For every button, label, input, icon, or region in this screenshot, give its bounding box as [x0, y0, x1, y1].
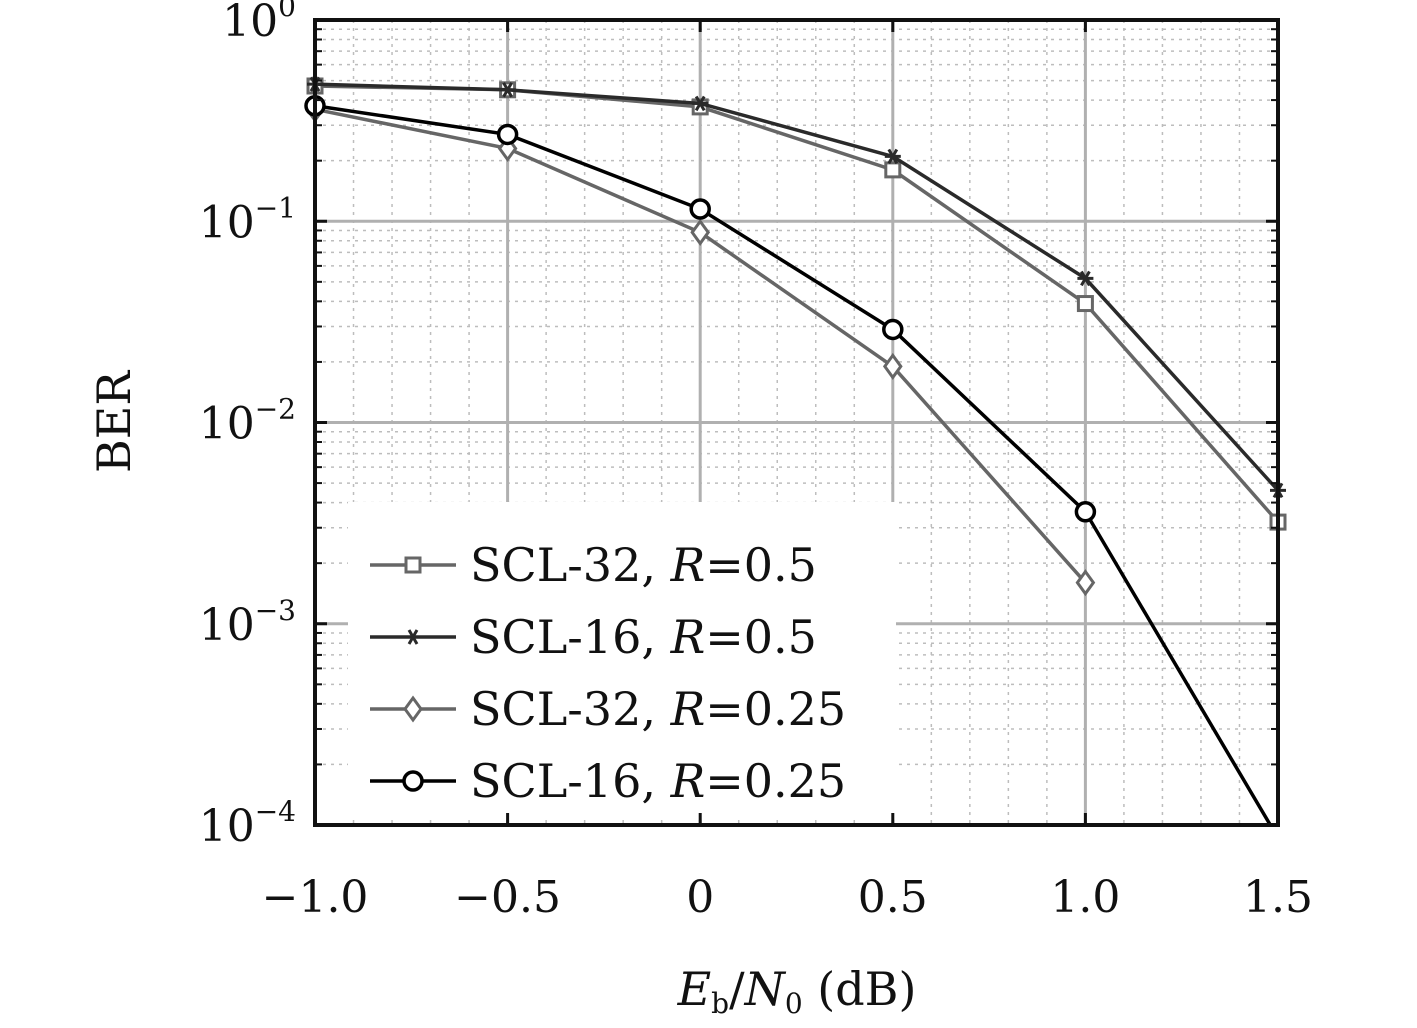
data-point [1077, 270, 1094, 287]
x-tick-label: 0.5 [858, 872, 928, 923]
legend-marker [402, 770, 424, 792]
x-tick-label: 1.5 [1243, 872, 1313, 923]
x-label-unit: (dB) [803, 962, 917, 1016]
legend-box [348, 502, 896, 820]
y-tick-labels: 100 10−1 10−2 10−3 10−4 [199, 0, 296, 852]
x-label-sub: b [711, 987, 729, 1020]
data-point [689, 198, 711, 220]
data-point [884, 148, 901, 165]
y-tick-label: 10−4 [199, 795, 296, 852]
legend-item: SCL-32, R=0.5 [370, 538, 817, 592]
legend-marker [403, 695, 423, 723]
legend-label: SCL-16, R=0.25 [470, 754, 846, 808]
series-line [314, 82, 1280, 492]
y-tick-label: 10−3 [199, 594, 296, 651]
x-label-sub2: 0 [785, 987, 803, 1020]
data-point [496, 123, 519, 146]
data-point [499, 82, 516, 98]
data-point [1074, 501, 1097, 523]
x-axis-label: Eb/N0 (dB) [677, 962, 917, 1020]
x-label-main: E [677, 962, 712, 1016]
data-point [1076, 295, 1094, 313]
legend-marker [405, 629, 421, 645]
y-axis-label: BER [87, 370, 141, 473]
x-tick-labels: −1.0 −0.5 0 0.5 1.0 1.5 [262, 872, 1313, 923]
legend-item: SCL-16, R=0.25 [370, 754, 846, 808]
x-tick-label: 1.0 [1050, 872, 1120, 923]
legend-label: SCL-16, R=0.5 [470, 610, 817, 664]
y-tick-label: 10−1 [199, 191, 296, 248]
x-tick-label: −1.0 [262, 872, 369, 923]
x-tick-label: −0.5 [454, 872, 561, 923]
data-point [692, 95, 709, 112]
legend-label: SCL-32, R=0.25 [470, 682, 846, 736]
data-point [882, 352, 903, 380]
legend: SCL-32, R=0.5 SCL-16, R=0.5 SCL-32, R=0.25… [348, 502, 896, 820]
series-1 [306, 77, 1287, 531]
series-line [314, 103, 1272, 826]
legend-item: SCL-16, R=0.5 [370, 610, 817, 664]
series-line [314, 84, 1280, 524]
data-point [882, 318, 904, 341]
x-tick-label: 0 [686, 872, 714, 923]
tick-marks [313, 18, 1280, 827]
data-point [884, 161, 902, 179]
y-tick-label: 10−2 [199, 393, 296, 450]
data-point [1075, 569, 1096, 597]
data-point [690, 218, 711, 246]
legend-marker [404, 556, 422, 574]
x-label-slash: / [729, 962, 745, 1016]
x-label-main2: N [744, 962, 787, 1016]
legend-item: SCL-32, R=0.25 [370, 682, 846, 736]
y-tick-label: 100 [222, 0, 296, 47]
legend-label: SCL-32, R=0.5 [470, 538, 817, 592]
